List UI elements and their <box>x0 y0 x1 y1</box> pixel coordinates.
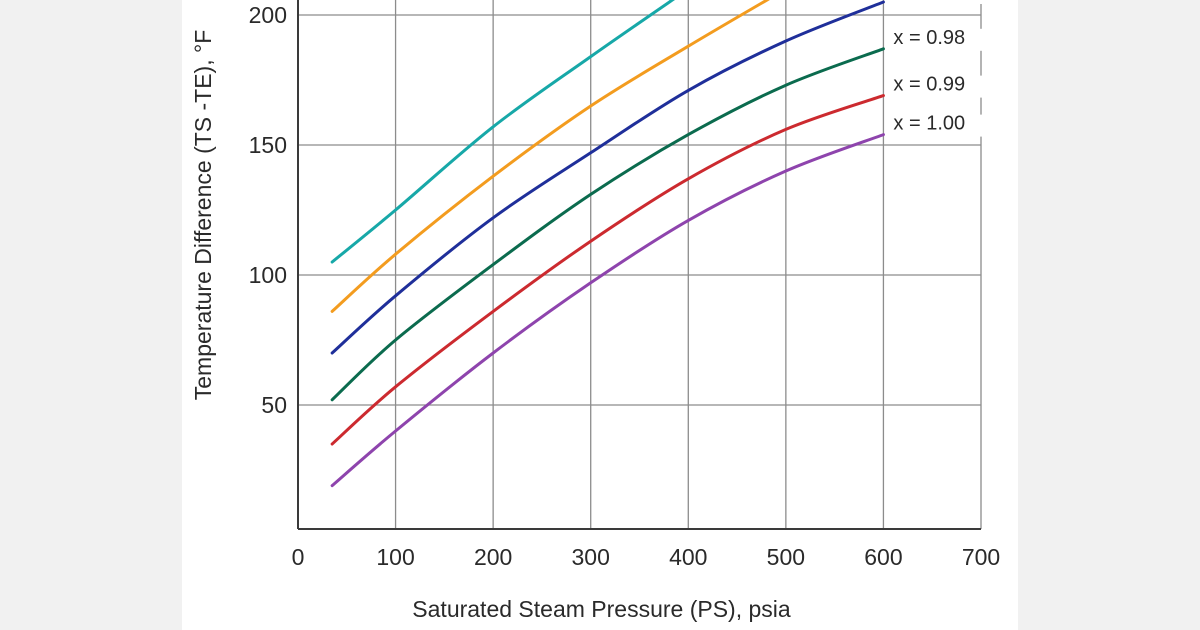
chart-panel <box>182 0 1018 630</box>
y-tick-label-50: 50 <box>261 392 287 418</box>
x-tick-label-0: 0 <box>292 544 305 570</box>
x-tick-label-200: 200 <box>474 544 512 570</box>
series-label-4: x = 0.98 <box>893 27 965 49</box>
x-tick-label-600: 600 <box>864 544 902 570</box>
tick-labels: 0 100 200 300 400 500 600 700 50 100 150 200 <box>249 2 1001 570</box>
series-label-background-4 <box>891 28 984 51</box>
series-line-2 <box>330 0 770 313</box>
series-line-6 <box>330 133 885 488</box>
x-axis-title: Saturated Steam Pressure (PS), psia <box>412 596 791 622</box>
x-tick-label-100: 100 <box>376 544 414 570</box>
series-label-3: x = 0.97 <box>893 0 965 2</box>
series-line-3 <box>330 0 885 355</box>
right-margin <box>1018 0 1200 630</box>
y-tick-label-150: 150 <box>249 132 287 158</box>
series-labels: x = 0.97 x = 0.98 x = 0.99 x = 1.00 <box>891 0 984 137</box>
grid <box>298 0 982 529</box>
series-label-background-5 <box>891 75 984 98</box>
series-line-1 <box>330 0 675 264</box>
series-line-5 <box>330 94 885 446</box>
left-margin <box>0 0 182 630</box>
x-tick-label-500: 500 <box>767 544 805 570</box>
axes <box>297 0 981 530</box>
series-label-5: x = 0.99 <box>893 74 965 96</box>
x-tick-label-300: 300 <box>572 544 610 570</box>
y-tick-label-200: 200 <box>249 2 287 28</box>
series-label-background-3 <box>891 0 984 4</box>
series-label-6: x = 1.00 <box>893 113 965 135</box>
x-tick-label-700: 700 <box>962 544 1000 570</box>
y-tick-label-100: 100 <box>249 262 287 288</box>
series-lines <box>330 0 885 488</box>
x-tick-label-400: 400 <box>669 544 707 570</box>
series-line-4 <box>330 47 885 402</box>
y-axis-title: Temperature Difference (TS -TE), °F <box>190 30 216 400</box>
series-label-background-6 <box>891 114 984 137</box>
